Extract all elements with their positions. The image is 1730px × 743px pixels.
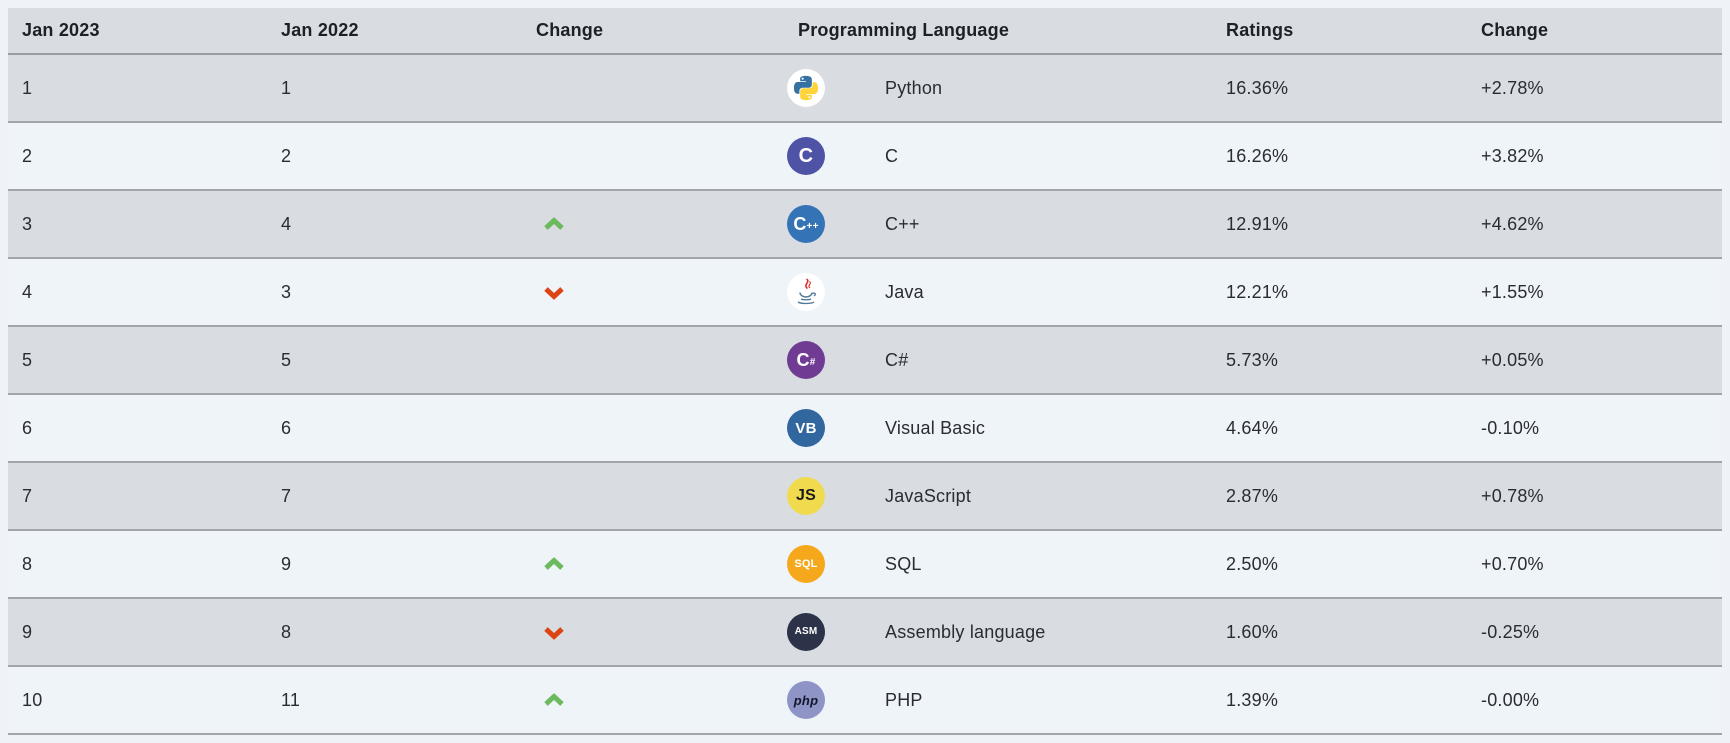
rank-down-icon (544, 286, 564, 300)
language-icon-cell: C # (776, 341, 864, 379)
rank-2022-cell: 5 (281, 349, 292, 370)
language-icon-cell: ASM (776, 613, 864, 651)
ratings-value: 12.91% (1226, 213, 1289, 234)
rank-2022-cell: 9 (281, 553, 292, 574)
rank-2023-cell: 7 (22, 485, 33, 506)
language-icon-cell: SQL (776, 545, 864, 583)
table-header-row: Jan 2023 Jan 2022 Change Programming Lan… (8, 8, 1722, 55)
ratings-change-value: +0.05% (1481, 349, 1544, 370)
rank-2022-cell: 11 (281, 689, 301, 710)
ratings-value: 5.73% (1226, 349, 1279, 370)
table-body: 1 1 Python 16.36% +2.78% 2 2 C C 16.26% … (8, 55, 1722, 735)
language-icon-cell: VB (776, 409, 864, 447)
rank-2022-cell: 2 (281, 145, 292, 166)
php-icon: php (787, 681, 825, 719)
ratings-value: 16.26% (1226, 145, 1289, 166)
language-icon-cell (776, 69, 864, 107)
language-name: PHP (885, 689, 923, 710)
ratings-change-value: +0.70% (1481, 553, 1544, 574)
rank-change-cell (536, 284, 776, 301)
table-row: 9 8 ASM Assembly language 1.60% -0.25% (8, 599, 1722, 667)
rank-2022-cell: 8 (281, 621, 292, 642)
rank-2023-cell: 5 (22, 349, 33, 370)
language-name: C (885, 145, 899, 166)
table-row: 1 1 Python 16.36% +2.78% (8, 55, 1722, 123)
language-name: Visual Basic (885, 417, 986, 438)
table-row: 10 11 php PHP 1.39% -0.00% (8, 667, 1722, 735)
rank-change-cell (536, 624, 776, 641)
language-icon-cell (776, 273, 864, 311)
java-icon (787, 273, 825, 311)
ratings-change-value: -0.10% (1481, 417, 1540, 438)
rank-2023-cell: 2 (22, 145, 33, 166)
ratings-change-value: +2.78% (1481, 77, 1544, 98)
language-name: C# (885, 349, 909, 370)
language-name: Java (885, 281, 924, 302)
rank-change-cell (536, 692, 776, 709)
js-icon: JS (787, 477, 825, 515)
ratings-value: 16.36% (1226, 77, 1289, 98)
language-icon-cell: php (776, 681, 864, 719)
rank-2022-cell: 6 (281, 417, 292, 438)
rank-2022-cell: 4 (281, 213, 292, 234)
csharp-icon: C # (787, 341, 825, 379)
header-programming-language: Programming Language (798, 20, 1010, 40)
language-name: JavaScript (885, 485, 972, 506)
rank-up-icon (544, 216, 564, 230)
rank-down-icon (544, 626, 564, 640)
table-row: 6 6 VB Visual Basic 4.64% -0.10% (8, 395, 1722, 463)
sql-icon: SQL (787, 545, 825, 583)
rank-up-icon (544, 556, 564, 570)
rank-change-cell (536, 216, 776, 233)
language-icon-cell: C ++ (776, 205, 864, 243)
table-row: 8 9 SQL SQL 2.50% +0.70% (8, 531, 1722, 599)
asm-icon: ASM (787, 613, 825, 651)
vb-icon: VB (787, 409, 825, 447)
language-icon-cell: C (776, 137, 864, 175)
python-icon (787, 69, 825, 107)
rank-2023-cell: 10 (22, 689, 43, 710)
language-name: SQL (885, 553, 922, 574)
language-name: Python (885, 77, 943, 98)
header-rating-change: Change (1481, 20, 1549, 40)
ratings-change-value: +4.62% (1481, 213, 1544, 234)
rank-2023-cell: 9 (22, 621, 33, 642)
rank-change-cell (536, 556, 776, 573)
table-row: 2 2 C C 16.26% +3.82% (8, 123, 1722, 191)
rank-2023-cell: 6 (22, 417, 33, 438)
ratings-value: 2.87% (1226, 485, 1279, 506)
ratings-change-value: +1.55% (1481, 281, 1544, 302)
c-icon: C (787, 137, 825, 175)
table-row: 4 3 Java 12.21% +1.55% (8, 259, 1722, 327)
table-row: 3 4 C ++ C++ 12.91% +4.62% (8, 191, 1722, 259)
rank-2022-cell: 3 (281, 281, 292, 302)
rank-2022-cell: 1 (281, 77, 292, 98)
ratings-value: 2.50% (1226, 553, 1279, 574)
table-row: 7 7 JS JavaScript 2.87% +0.78% (8, 463, 1722, 531)
rank-2023-cell: 4 (22, 281, 33, 302)
header-ratings: Ratings (1226, 20, 1294, 40)
header-rank-change: Change (536, 20, 604, 40)
language-name: C++ (885, 213, 920, 234)
tiobe-index-table: Jan 2023 Jan 2022 Change Programming Lan… (8, 8, 1722, 735)
language-icon-cell: JS (776, 477, 864, 515)
rank-2022-cell: 7 (281, 485, 292, 506)
ratings-value: 12.21% (1226, 281, 1289, 302)
ratings-change-value: +3.82% (1481, 145, 1544, 166)
ratings-value: 1.60% (1226, 621, 1279, 642)
language-name: Assembly language (885, 621, 1046, 642)
header-jan-2023: Jan 2023 (22, 20, 100, 40)
cpp-icon: C ++ (787, 205, 825, 243)
ratings-change-value: -0.25% (1481, 621, 1540, 642)
header-jan-2022: Jan 2022 (281, 20, 359, 40)
ratings-value: 4.64% (1226, 417, 1279, 438)
ratings-change-value: -0.00% (1481, 689, 1540, 710)
rank-2023-cell: 1 (22, 77, 33, 98)
rank-up-icon (544, 692, 564, 706)
table-row: 5 5 C # C# 5.73% +0.05% (8, 327, 1722, 395)
rank-2023-cell: 8 (22, 553, 33, 574)
ratings-change-value: +0.78% (1481, 485, 1544, 506)
rank-2023-cell: 3 (22, 213, 33, 234)
ratings-value: 1.39% (1226, 689, 1279, 710)
